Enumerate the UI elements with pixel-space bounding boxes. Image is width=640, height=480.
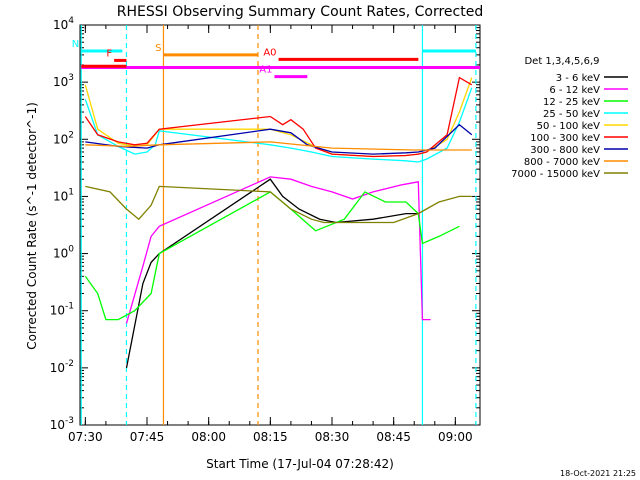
status-bar-label-3: A0 xyxy=(263,47,276,58)
y-tick-label-4: 101 xyxy=(53,187,74,203)
status-bar-label-0: N xyxy=(72,39,79,50)
x-tick-label-5: 08:45 xyxy=(376,430,411,444)
status-bar-label-2: F xyxy=(106,48,112,59)
series-line-4 xyxy=(84,77,473,158)
series-line-6 xyxy=(85,123,473,155)
x-tick-label-3: 08:15 xyxy=(253,430,288,444)
status-bar-label-1: S xyxy=(155,43,161,54)
series-line-3 xyxy=(84,87,473,163)
plot-content: 07:30 07:45 08:00 08:15 08:30 08:45 09:00 10-3 1… xyxy=(50,16,628,444)
x-axis-label: Start Time (17-Jul-04 07:28:42) xyxy=(206,457,394,471)
series-line-1 xyxy=(125,176,431,324)
y-tick-label-7: 104 xyxy=(53,16,74,32)
legend-label-1: 6 - 12 keV xyxy=(549,85,600,96)
series-line-2 xyxy=(84,191,460,321)
plot-frame xyxy=(79,24,481,426)
y-axis-label: Corrected Count Rate (s^-1 detector^-1) xyxy=(25,102,39,350)
y-tick-label-5: 102 xyxy=(53,130,74,146)
series-line-7 xyxy=(85,141,472,151)
series-line-8 xyxy=(85,185,472,224)
x-tick-label-0: 07:30 xyxy=(68,430,103,444)
legend-title: Det 1,3,4,5,6,9 xyxy=(524,56,599,67)
footer-timestamp: 18-Oct-2021 21:25 xyxy=(560,469,636,478)
legend-label-8: 7000 - 15000 keV xyxy=(511,169,600,180)
legend-label-3: 25 - 50 keV xyxy=(543,109,600,120)
x-tick-label-1: 07:45 xyxy=(130,430,165,444)
legend-label-7: 800 - 7000 keV xyxy=(524,157,600,168)
chart-title: RHESSI Observing Summary Count Rates, Co… xyxy=(117,4,483,20)
x-tick-label-4: 08:30 xyxy=(315,430,350,444)
legend-label-5: 100 - 300 keV xyxy=(530,133,600,144)
legend-label-4: 50 - 100 keV xyxy=(537,121,601,132)
legend-label-6: 300 - 800 keV xyxy=(530,145,600,156)
x-tick-label-2: 08:00 xyxy=(191,430,226,444)
x-tick-label-6: 09:00 xyxy=(438,430,473,444)
series-line-5 xyxy=(84,76,473,158)
y-tick-label-6: 103 xyxy=(53,73,74,89)
y-tick-label-0: 10-3 xyxy=(50,416,74,432)
y-tick-label-1: 10-2 xyxy=(50,359,74,375)
y-tick-label-2: 10-1 xyxy=(50,302,74,318)
legend-label-2: 12 - 25 keV xyxy=(543,97,600,108)
status-bar-label-4: A1 xyxy=(259,65,272,76)
series-line-0 xyxy=(125,178,419,369)
y-tick-label-3: 100 xyxy=(53,245,74,261)
legend-label-0: 3 - 6 keV xyxy=(556,73,600,84)
